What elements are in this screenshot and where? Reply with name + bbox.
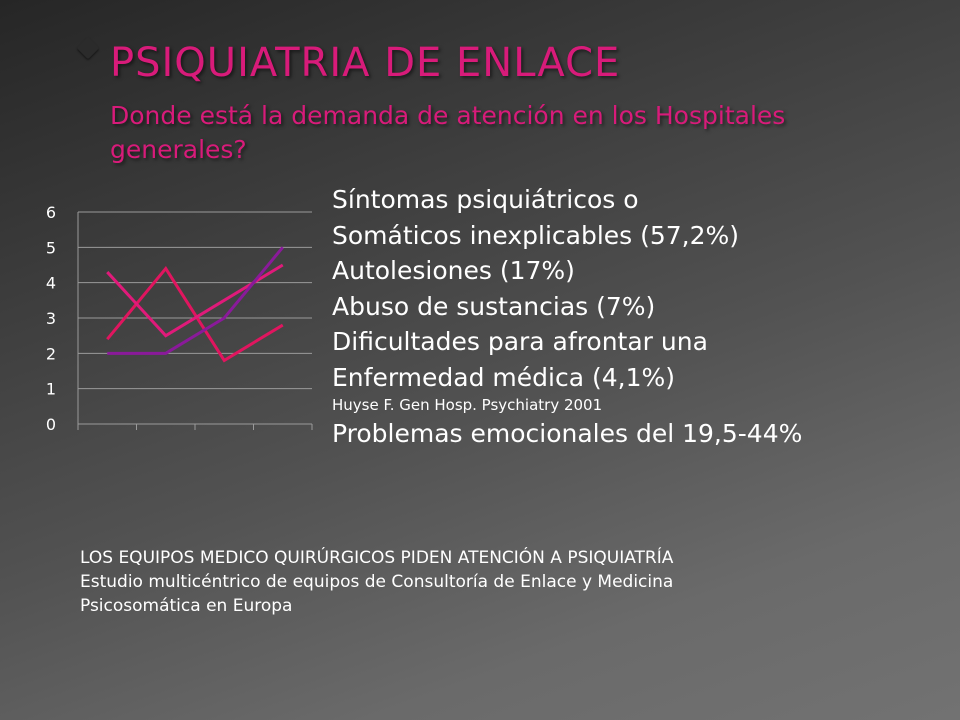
series-line-2 xyxy=(106,263,284,338)
series-line-3 xyxy=(107,246,284,355)
y-tick-label-2: 2 xyxy=(46,344,56,363)
y-tick-label-4: 4 xyxy=(46,274,56,293)
text-line-3: Autolesiones (17%) xyxy=(332,256,575,285)
bottom-line-1: LOS EQUIPOS MEDICO QUIRÚRGICOS PIDEN ATE… xyxy=(80,548,674,568)
bottom-text: LOS EQUIPOS MEDICO QUIRÚRGICOS PIDEN ATE… xyxy=(80,546,940,618)
text-line-4: Abuso de sustancias (7%) xyxy=(332,291,656,321)
text-line-5: Dificultades para afrontar una xyxy=(332,327,708,356)
citation: Huyse F. Gen Hosp. Psychiatry 2001 xyxy=(332,396,603,414)
emotional-problems-line: Problemas emocionales del 19,5-44% xyxy=(332,419,803,448)
text-line-2: Somáticos inexplicables (57,2%) xyxy=(332,220,740,250)
y-tick-label-0: 0 xyxy=(46,415,56,434)
y-tick-label-3: 3 xyxy=(46,309,56,328)
bottom-line-3: Psicosomática en Europa xyxy=(80,596,293,616)
y-tick-label-1: 1 xyxy=(46,380,56,399)
chart-axes: 0 1 2 3 4 5 6 xyxy=(46,203,313,434)
chart-series xyxy=(106,246,284,363)
slide-subtitle: Donde está la demanda de atención en los… xyxy=(110,101,786,164)
bottom-line-2: Estudio multicéntrico de equipos de Cons… xyxy=(80,572,674,592)
title-bullet-marker xyxy=(76,36,100,60)
y-tick-label-5: 5 xyxy=(46,238,56,257)
line-chart: 0 1 2 3 4 5 6 xyxy=(46,203,313,434)
y-tick-label-6: 6 xyxy=(46,203,56,222)
slide-title: PSIQUIATRIA DE ENLACE xyxy=(110,40,621,86)
text-line-6: Enfermedad médica (4,1%) xyxy=(332,362,675,392)
text-line-1: Síntomas psiquiátricos o xyxy=(332,185,639,214)
demand-list: Síntomas psiquiátricos o Somáticos inexp… xyxy=(332,182,932,452)
